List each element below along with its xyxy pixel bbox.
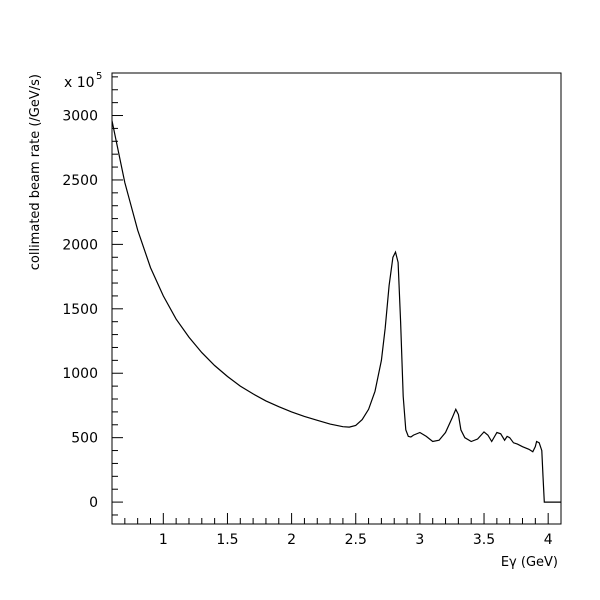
y-tick-label: 0 bbox=[89, 495, 98, 511]
y-axis-ticks bbox=[112, 76, 123, 516]
y-tick-label: 2500 bbox=[62, 173, 98, 189]
series-line bbox=[111, 120, 561, 503]
y-multiplier-label: x 10 bbox=[64, 75, 95, 91]
x-axis-ticks bbox=[111, 513, 562, 524]
x-tick-label: 1.5 bbox=[216, 532, 238, 548]
y-multiplier-exponent: 5 bbox=[96, 71, 102, 82]
x-tick-label: 2 bbox=[287, 532, 296, 548]
x-axis-tick-labels: 1 1.5 2 2.5 3 3.5 4 bbox=[159, 532, 553, 548]
y-tick-label: 1000 bbox=[62, 366, 98, 382]
y-tick-label: 3000 bbox=[62, 109, 98, 125]
x-tick-label: 3.5 bbox=[473, 532, 495, 548]
x-tick-label: 2.5 bbox=[345, 532, 367, 548]
x-tick-label: 3 bbox=[415, 532, 424, 548]
y-tick-label: 2000 bbox=[62, 237, 98, 253]
x-axis-label: Eγ (GeV) bbox=[501, 555, 558, 570]
y-tick-label: 500 bbox=[71, 431, 98, 447]
y-axis-label: collimated beam rate (/GeV/s) bbox=[28, 74, 43, 270]
y-axis-tick-labels: 0 500 1000 1500 2000 2500 3000 bbox=[62, 109, 98, 512]
y-tick-label: 1500 bbox=[62, 302, 98, 318]
x-tick-label: 4 bbox=[544, 532, 553, 548]
x-tick-label: 1 bbox=[159, 532, 168, 548]
plot-frame bbox=[111, 72, 562, 525]
